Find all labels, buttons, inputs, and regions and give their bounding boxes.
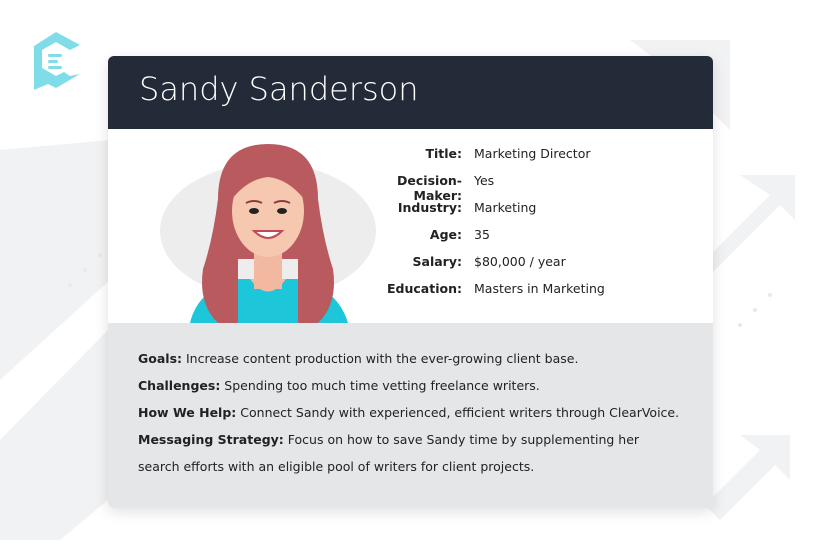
- fact-value: Marketing Director: [474, 146, 591, 161]
- fact-row: Education: Masters in Marketing: [378, 281, 605, 308]
- detail-goals: Goals: Increase content production with …: [138, 345, 683, 372]
- detail-label: Goals:: [138, 351, 183, 366]
- detail-challenges: Challenges: Spending too much time vetti…: [138, 372, 683, 399]
- detail-how-we-help: How We Help: Connect Sandy with experien…: [138, 399, 683, 426]
- persona-facts: Title: Marketing Director Decision-Maker:…: [378, 146, 605, 308]
- fact-row: Title: Marketing Director: [378, 146, 605, 173]
- persona-card: Sandy Sanderson Title: Marketing Director…: [108, 56, 713, 508]
- fact-value: Marketing: [474, 200, 537, 215]
- fact-label: Salary:: [412, 254, 462, 269]
- fact-row: Decision-Maker: Yes: [378, 173, 605, 203]
- fact-label: Decision-Maker:: [397, 173, 462, 203]
- fact-label: Education:: [387, 281, 462, 296]
- persona-name: Sandy Sanderson: [108, 56, 713, 129]
- persona-summary: Title: Marketing Director Decision-Maker:…: [108, 129, 713, 323]
- woman-avatar: [160, 144, 376, 323]
- persona-details: Goals: Increase content production with …: [108, 323, 713, 508]
- fact-label: Title:: [425, 146, 462, 161]
- fact-row: Salary: $80,000 / year: [378, 254, 605, 281]
- detail-value: Focus on how to save Sandy time by suppl…: [138, 432, 640, 474]
- fact-row: Industry: Marketing: [378, 200, 605, 227]
- detail-value: Increase content production with the eve…: [182, 351, 579, 366]
- fact-value: $80,000 / year: [474, 254, 566, 269]
- fact-label: Industry:: [397, 200, 462, 215]
- fact-value: Masters in Marketing: [474, 281, 605, 296]
- detail-label: Challenges:: [138, 378, 221, 393]
- fact-label: Age:: [429, 227, 462, 242]
- detail-messaging-strategy: Messaging Strategy: Focus on how to save…: [138, 426, 683, 480]
- detail-value: Connect Sandy with experienced, efficien…: [236, 405, 680, 420]
- clearvoice-logo: [34, 32, 80, 90]
- fact-value: Yes: [474, 173, 495, 188]
- detail-label: How We Help:: [138, 405, 237, 420]
- fact-row: Age: 35: [378, 227, 605, 254]
- detail-label: Messaging Strategy:: [138, 432, 284, 447]
- detail-value: Spending too much time vetting freelance…: [220, 378, 540, 393]
- fact-value: 35: [474, 227, 490, 242]
